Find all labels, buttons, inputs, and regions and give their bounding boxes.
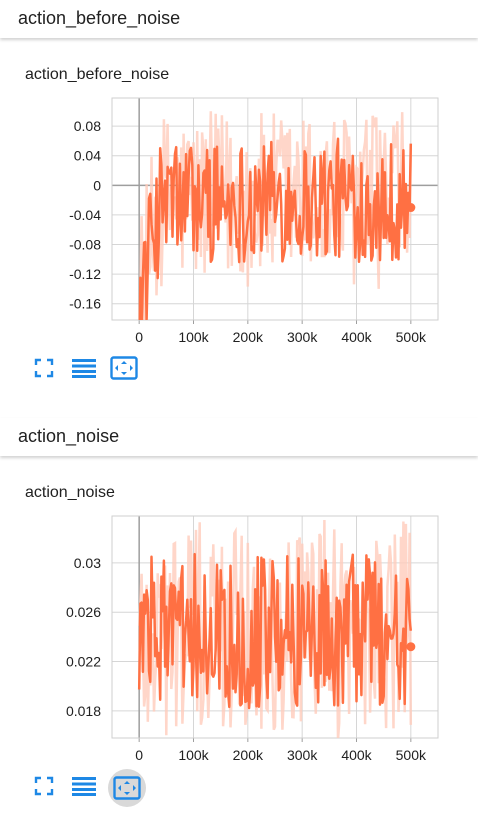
plot-frame <box>111 97 439 321</box>
plot-frame <box>111 515 439 739</box>
data-list-icon <box>72 359 96 378</box>
x-tick-label: 300k <box>287 747 318 763</box>
y-tick-label: -0.08 <box>69 237 101 253</box>
series-last-point <box>406 203 416 213</box>
y-tick-label: 0.04 <box>74 148 101 164</box>
section-title: action_noise <box>18 426 120 446</box>
x-tick-label: 200k <box>233 747 264 763</box>
y-tick-label: 0 <box>93 177 101 193</box>
x-tick-label: 100k <box>178 329 209 345</box>
chart-title: action_noise <box>25 484 115 501</box>
x-tick-label: 0 <box>135 329 143 345</box>
series-last-point <box>406 642 416 652</box>
section-header-action-before-noise[interactable]: action_before_noise <box>0 0 478 38</box>
data-list-icon <box>72 777 96 796</box>
y-tick-label: 0.03 <box>74 555 101 571</box>
data-list-button[interactable] <box>68 352 100 384</box>
x-tick-label: 400k <box>341 329 372 345</box>
x-tick-label: 200k <box>233 329 264 345</box>
y-tick-label: -0.12 <box>69 266 101 282</box>
x-tick-label: 400k <box>341 747 372 763</box>
fit-domain-icon <box>113 776 141 800</box>
fit-domain-icon <box>110 356 138 380</box>
chart-toolbar <box>28 769 150 807</box>
x-tick-label: 500k <box>396 329 427 345</box>
chart-svg: 0.03 0.026 0.022 0.018 0 100k 200k 300k 400k 500k <box>66 515 439 763</box>
fullscreen-icon <box>34 776 54 796</box>
series-group <box>138 111 413 320</box>
y-tick-label: 0.022 <box>66 654 101 670</box>
chart-action-before-noise[interactable]: 0.08 0.04 0 -0.04 -0.08 -0.12 -0.16 0 100k 200k 30… <box>0 90 478 360</box>
fit-domain-button[interactable] <box>108 769 146 807</box>
chart-svg: 0.08 0.04 0 -0.04 -0.08 -0.12 -0.16 0 100k 200k 30… <box>69 97 439 345</box>
x-tick-label: 0 <box>135 747 143 763</box>
chart-title: action_before_noise <box>25 66 170 83</box>
section-header-action-noise[interactable]: action_noise <box>0 418 478 456</box>
series-line <box>138 137 413 320</box>
chart-action-noise[interactable]: 0.03 0.026 0.022 0.018 0 100k 200k 300k 400k 500k <box>0 508 478 778</box>
y-tick-label: -0.16 <box>69 296 101 312</box>
y-tick-label: 0.08 <box>74 118 101 134</box>
x-tick-label: 300k <box>287 329 318 345</box>
x-tick-label: 500k <box>396 747 427 763</box>
fit-domain-button[interactable] <box>108 352 140 384</box>
y-tick-label: 0.018 <box>66 703 101 719</box>
series-line <box>137 552 413 710</box>
series-group <box>137 519 413 738</box>
chart-toolbar <box>30 352 150 384</box>
fullscreen-button[interactable] <box>28 352 60 384</box>
x-tick-label: 100k <box>178 747 209 763</box>
fullscreen-icon <box>34 358 54 378</box>
fullscreen-button[interactable] <box>28 770 60 802</box>
section-title: action_before_noise <box>18 8 181 28</box>
data-list-button[interactable] <box>68 770 100 802</box>
y-tick-label: -0.04 <box>69 207 101 223</box>
y-tick-label: 0.026 <box>66 604 101 620</box>
